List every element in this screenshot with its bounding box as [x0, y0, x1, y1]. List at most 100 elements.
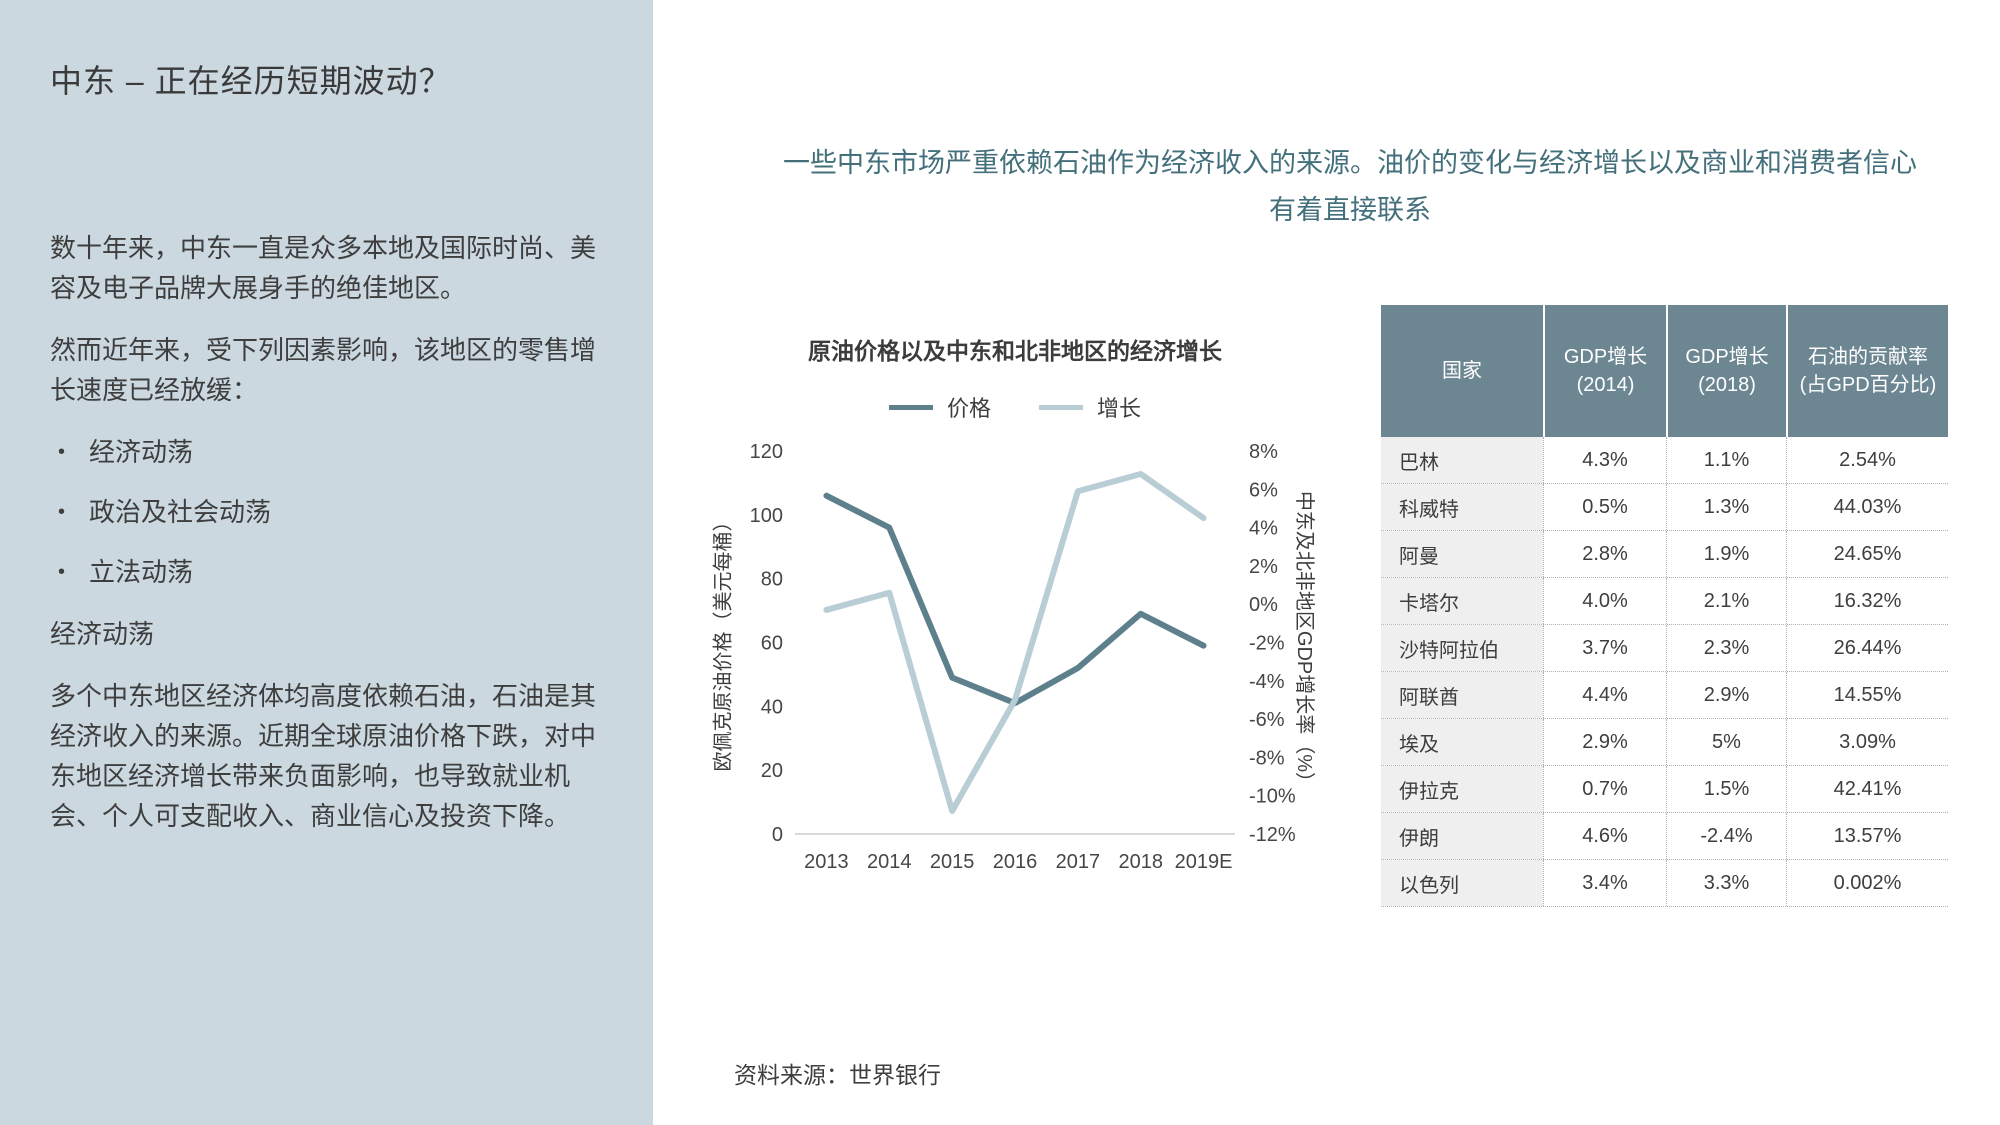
- right-axis-tick: 4%: [1249, 518, 1278, 540]
- table-row: 科威特 0.5% 1.3% 44.03%: [1381, 484, 1948, 531]
- value-cell: 0.002%: [1786, 860, 1948, 906]
- value-cell: 1.5%: [1666, 766, 1786, 812]
- x-axis-tick: 2018: [1118, 851, 1163, 873]
- legend-item-price: 价格: [888, 391, 991, 423]
- intro-paragraph: 数十年来，中东一直是众多本地及国际时尚、美容及电子品牌大展身手的绝佳地区。: [50, 233, 597, 303]
- left-axis-tick: 80: [761, 569, 783, 591]
- country-cell: 科威特: [1381, 484, 1543, 530]
- left-axis-tick: 60: [761, 633, 783, 655]
- table-row: 沙特阿拉伯 3.7% 2.3% 26.44%: [1381, 625, 1948, 672]
- value-cell: 1.3%: [1666, 484, 1786, 530]
- x-axis-tick: 2015: [930, 851, 975, 873]
- value-cell: 2.3%: [1666, 625, 1786, 671]
- value-cell: 42.41%: [1786, 766, 1948, 812]
- country-cell: 伊拉克: [1381, 766, 1543, 812]
- table-body: 巴林 4.3% 1.1% 2.54% 科威特 0.5% 1.3% 44.03% 阿曼 2.8% 1.…: [1381, 437, 1948, 907]
- list-item: • 政治及社会动荡: [58, 492, 605, 532]
- list-item-label: 政治及社会动荡: [89, 497, 272, 527]
- right-axis-tick: 8%: [1249, 441, 1278, 463]
- table-row: 巴林 4.3% 1.1% 2.54%: [1381, 437, 1948, 484]
- table-row: 伊拉克 0.7% 1.5% 42.41%: [1381, 766, 1948, 813]
- value-cell: 2.9%: [1543, 719, 1666, 765]
- value-cell: 24.65%: [1786, 531, 1948, 577]
- bullet-icon: •: [58, 561, 66, 583]
- value-cell: 4.3%: [1543, 437, 1666, 483]
- table-row: 以色列 3.4% 3.3% 0.002%: [1381, 860, 1948, 907]
- list-item: • 立法动荡: [58, 552, 605, 592]
- right-axis-tick: -2%: [1249, 633, 1285, 655]
- table-row: 埃及 2.9% 5% 3.09%: [1381, 719, 1948, 766]
- country-cell: 卡塔尔: [1381, 578, 1543, 624]
- value-cell: -2.4%: [1666, 813, 1786, 859]
- list-item: • 经济动荡: [58, 432, 605, 472]
- value-cell: 44.03%: [1786, 484, 1948, 530]
- country-cell: 阿曼: [1381, 531, 1543, 577]
- series-line-价格: [823, 492, 1207, 707]
- key-statement: 一些中东市场严重依赖石油作为经济收入的来源。油价的变化与经济增长以及商业和消费者…: [783, 148, 1917, 225]
- price-line-swatch: [888, 404, 933, 410]
- left-axis-title-label: 欧佩克原油价格（美元每桶）: [712, 511, 735, 771]
- value-cell: 3.3%: [1666, 860, 1786, 906]
- left-axis-tick: 20: [761, 760, 783, 782]
- table-row: 阿曼 2.8% 1.9% 24.65%: [1381, 531, 1948, 578]
- bullet-icon: •: [58, 441, 66, 463]
- sidebar: 中东 – 正在经历短期波动？ 数十年来，中东一直是众多本地及国际时尚、美容及电子…: [0, 0, 653, 1125]
- right-axis-tick: 2%: [1249, 556, 1278, 578]
- value-cell: 1.1%: [1666, 437, 1786, 483]
- right-axis-tick: -10%: [1249, 786, 1296, 808]
- chart-title: 原油价格以及中东和北非地区的经济增长: [808, 338, 1222, 364]
- country-cell: 伊朗: [1381, 813, 1543, 859]
- table-row: 伊朗 4.6% -2.4% 13.57%: [1381, 813, 1948, 860]
- column-header-gdp-2018: GDP增长 (2018): [1666, 305, 1786, 437]
- country-cell: 巴林: [1381, 437, 1543, 483]
- value-cell: 0.5%: [1543, 484, 1666, 530]
- legend-label-growth: 增长: [1097, 396, 1142, 421]
- right-axis-tick: -8%: [1249, 747, 1285, 769]
- value-cell: 4.0%: [1543, 578, 1666, 624]
- right-axis-tick: -6%: [1249, 709, 1285, 731]
- legend-item-growth: 增长: [1039, 391, 1141, 423]
- value-cell: 0.7%: [1543, 766, 1666, 812]
- list-item-label: 经济动荡: [89, 437, 194, 467]
- country-cell: 埃及: [1381, 719, 1543, 765]
- source-note: 资料来源：世界银行: [734, 1062, 941, 1088]
- factor-list: • 经济动荡 • 政治及社会动荡 • 立法动荡: [58, 432, 605, 592]
- country-cell: 沙特阿拉伯: [1381, 625, 1543, 671]
- x-axis-tick: 2017: [1056, 851, 1101, 873]
- page-title: 中东 – 正在经历短期波动？: [50, 63, 452, 99]
- x-axis-tick: 2013: [804, 851, 849, 873]
- country-cell: 阿联酋: [1381, 672, 1543, 718]
- sidebar-body: 数十年来，中东一直是众多本地及国际时尚、美容及电子品牌大展身手的绝佳地区。 然而…: [50, 228, 605, 836]
- country-cell: 以色列: [1381, 860, 1543, 906]
- value-cell: 16.32%: [1786, 578, 1948, 624]
- value-cell: 4.6%: [1543, 813, 1666, 859]
- value-cell: 2.9%: [1666, 672, 1786, 718]
- left-axis-tick: 100: [750, 505, 783, 527]
- series-line-增长: [823, 470, 1207, 815]
- value-cell: 2.8%: [1543, 531, 1666, 577]
- value-cell: 2.1%: [1666, 578, 1786, 624]
- table-header: 国家 GDP增长 (2014) GDP增长 (2018) 石油的贡献率 (占GP…: [1381, 305, 1948, 437]
- right-axis-tick: -12%: [1249, 824, 1296, 846]
- value-cell: 13.57%: [1786, 813, 1948, 859]
- bullet-icon: •: [58, 501, 66, 523]
- value-cell: 3.7%: [1543, 625, 1666, 671]
- right-axis-tick: -4%: [1249, 671, 1285, 693]
- value-cell: 5%: [1666, 719, 1786, 765]
- chart-legend: 价格 增长: [705, 392, 1325, 422]
- table-row: 卡塔尔 4.0% 2.1% 16.32%: [1381, 578, 1948, 625]
- left-axis-tick: 120: [750, 441, 783, 463]
- legend-label-price: 价格: [946, 396, 991, 421]
- left-axis-title: 欧佩克原油价格（美元每桶）: [706, 445, 736, 837]
- value-cell: 2.54%: [1786, 437, 1948, 483]
- line-chart: 120 100 80 60 40 20 0 8% 6% 4% 2% 0% -2% -4% -6% -8% -10…: [750, 441, 1296, 873]
- column-header-country: 国家: [1442, 360, 1482, 382]
- value-cell: 14.55%: [1786, 672, 1948, 718]
- value-cell: 4.4%: [1543, 672, 1666, 718]
- column-header-oil-share: 石油的贡献率 (占GPD百分比): [1786, 305, 1948, 437]
- right-axis-title-label: 中东及北非地区GDP增长率（%）: [1293, 490, 1316, 792]
- value-cell: 3.4%: [1543, 860, 1666, 906]
- factors-paragraph: 然而近年来，受下列因素影响，该地区的零售增长速度已经放缓：: [50, 335, 597, 405]
- right-axis-tick: 6%: [1249, 479, 1278, 501]
